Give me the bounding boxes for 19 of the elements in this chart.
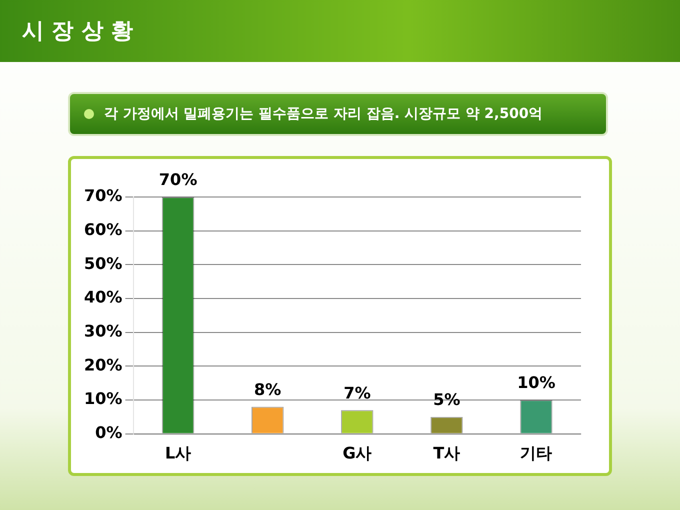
y-tick-label: 30%	[84, 321, 122, 340]
y-tick-label: 70%	[84, 186, 122, 206]
x-tick-label: T사	[433, 444, 460, 463]
y-tick-label: 40%	[84, 288, 122, 307]
x-tick-label: G사	[342, 444, 372, 463]
data-label: 7%	[344, 383, 371, 402]
y-tick-label: 20%	[84, 355, 122, 374]
x-tick-label: 기타	[520, 444, 552, 463]
y-tick-label: 60%	[84, 220, 122, 239]
y-tick-label: 50%	[84, 254, 122, 273]
y-tick-label: 10%	[84, 389, 122, 408]
data-label: 10%	[517, 373, 556, 392]
x-tick-label: L사	[164, 444, 192, 463]
data-label: 70%	[158, 170, 198, 190]
y-tick-label: 0%	[95, 422, 122, 442]
chart-title: 시 장 상 황	[22, 18, 133, 46]
chart-subtitle: 각 가정에서 밀폐용기는 필수품으로 자리 잡음. 시장규모 약 2,500억	[104, 105, 543, 123]
data-label: 5%	[433, 390, 460, 410]
data-label: 8%	[254, 380, 282, 399]
